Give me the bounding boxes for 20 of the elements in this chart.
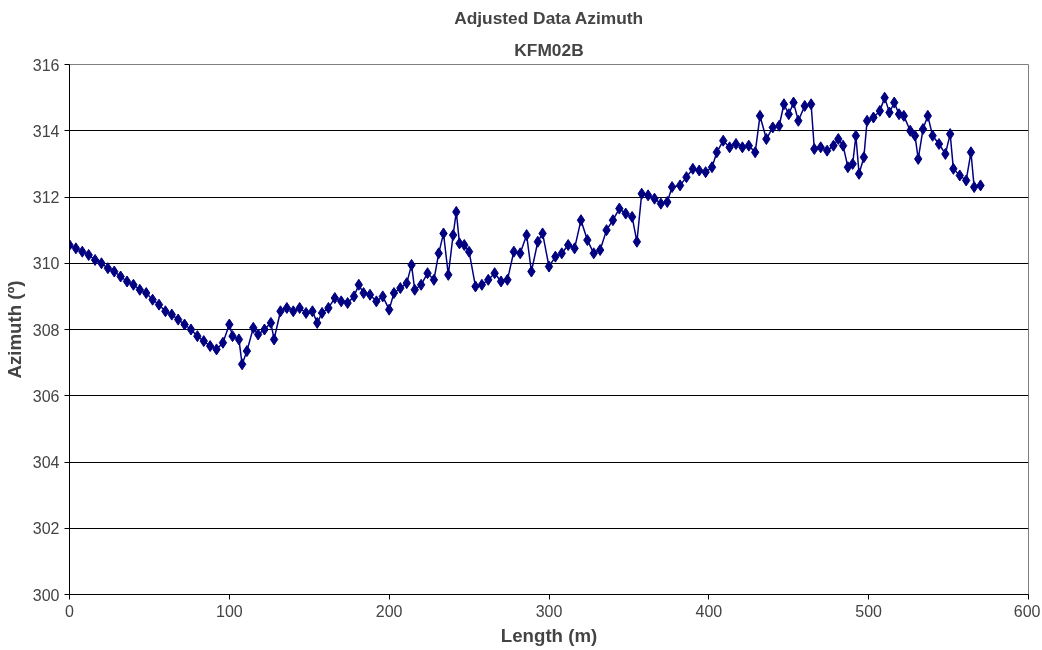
y-tick-label: 312: [32, 189, 60, 206]
x-tick-label: 600: [1013, 602, 1041, 620]
y-tick-label: 302: [32, 520, 60, 538]
y-tick-label: 308: [32, 321, 60, 339]
chart-title: Adjusted Data Azimuth: [454, 7, 644, 28]
y-tick-label: 304: [32, 454, 60, 471]
x-axis-title: Length (m): [500, 624, 598, 646]
x-tick-label: 100: [215, 602, 243, 620]
y-tick-label: 310: [32, 255, 60, 273]
chart-subtitle: KFM02B: [514, 39, 584, 60]
y-tick-label: 300: [32, 586, 60, 604]
y-tick-label: 316: [32, 56, 60, 74]
y-tick-label: 306: [32, 387, 60, 405]
x-tick-label: 500: [855, 602, 883, 620]
x-tick-label: 400: [695, 602, 723, 620]
x-tick-label: 0: [65, 602, 75, 620]
x-tick-label: 200: [375, 602, 403, 620]
x-tick-label: 300: [535, 602, 563, 620]
y-axis-title: Azimuth (º): [3, 280, 25, 379]
y-tick-label: 314: [32, 122, 60, 140]
